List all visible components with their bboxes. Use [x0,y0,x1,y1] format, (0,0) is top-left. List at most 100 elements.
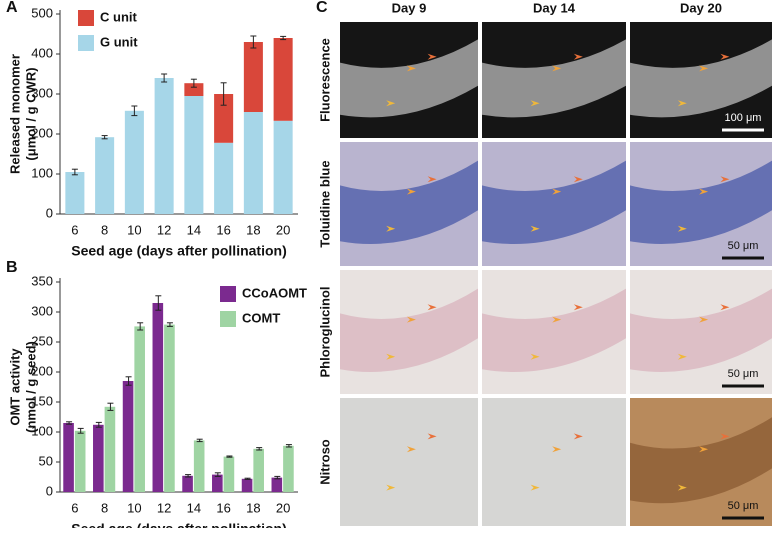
scale-label: 100 μm [725,112,762,124]
arrowhead [406,188,416,195]
x-tick-label: 10 [127,500,141,515]
tissue-band [340,288,478,372]
arrowhead [720,304,730,311]
y-tick-label: 0 [46,483,53,498]
scale-label: 50 μm [728,240,759,252]
error-bar [95,421,102,428]
tissue-band [630,160,772,244]
column-header: Day 14 [533,0,576,15]
arrowhead [677,484,687,491]
x-tick-label: 18 [246,222,260,237]
bar-segment [65,172,85,214]
x-tick-label: 8 [101,222,108,237]
bar-segment [154,78,174,214]
arrowhead [552,65,562,72]
arrowhead [386,100,396,107]
bar-segment [273,38,293,121]
arrowhead [699,316,709,323]
y-tick-label: 100 [31,423,53,438]
legend-label: C unit [100,9,137,24]
bar-segment [214,142,234,214]
scale-label: 50 μm [728,368,759,380]
error-bar [137,322,144,331]
bar [193,440,205,492]
y-axis-label: (nmol / g seed) [23,341,38,433]
tissue-band [482,39,626,118]
legend-label: G unit [100,34,138,49]
y-axis-label: OMT activity [7,348,22,426]
arrowhead [427,53,437,60]
y-tick-label: 0 [46,205,53,220]
tissue-band [630,417,772,504]
arrowhead [677,225,687,232]
x-axis-label: Seed age (days after pollination) [71,521,287,528]
y-tick-label: 400 [31,45,53,60]
x-tick-label: 12 [157,222,171,237]
error-bar [66,421,73,425]
legend-swatch [78,10,94,26]
tissue-band [340,160,478,244]
row-label: Fluorescence [317,38,332,122]
bar-segment [184,83,204,96]
bar-segment [243,112,263,214]
row-label: Toluidine blue [317,160,332,247]
x-tick-label: 14 [187,500,201,515]
legend-swatch [220,311,236,327]
bar [223,456,235,492]
y-tick-label: 250 [31,333,53,348]
x-tick-label: 8 [101,500,108,515]
legend-swatch [78,35,94,51]
arrowhead [552,188,562,195]
bar-segment [184,96,204,214]
error-bar [71,168,78,176]
error-bar [125,376,132,386]
bar-segment [243,42,263,112]
arrowhead [720,433,730,440]
tissue-band [482,160,626,244]
y-tick-label: 500 [31,5,53,20]
arrowhead [386,225,396,232]
bar-segment [124,110,144,214]
arrowhead [406,65,416,72]
legend-swatch [220,286,236,302]
panel-label: C [316,0,328,16]
tissue-band [482,288,626,372]
row-label: Nitroso [317,439,332,485]
error-bar [155,295,162,311]
error-bar [101,135,108,140]
bar [74,430,86,492]
bar-segment [273,120,293,214]
tissue-band [340,417,478,504]
arrowhead [427,304,437,311]
error-bar [274,475,281,480]
arrowhead [530,484,540,491]
bar [63,423,74,492]
x-tick-label: 6 [71,222,78,237]
x-tick-label: 16 [216,500,230,515]
bar [122,381,134,492]
bar [283,445,294,492]
error-bar [161,73,168,83]
bar [134,326,145,492]
arrowhead [573,304,583,311]
x-tick-label: 12 [157,500,171,515]
arrowhead [386,484,396,491]
arrowhead [552,316,562,323]
y-tick-label: 200 [31,363,53,378]
arrowhead [573,53,583,60]
bar [152,303,164,492]
error-bar [107,402,114,411]
column-header: Day 20 [680,0,722,15]
error-bar [166,322,173,327]
row-label: Phloroglucinol [317,287,332,378]
y-tick-label: 300 [31,85,53,100]
error-bar [285,444,292,448]
arrowhead [406,316,416,323]
arrowhead [386,353,396,360]
bar [271,477,283,492]
legend-label: COMT [242,310,280,325]
error-bar [280,35,287,41]
panel-label: A [6,0,18,16]
error-bar [196,438,203,443]
